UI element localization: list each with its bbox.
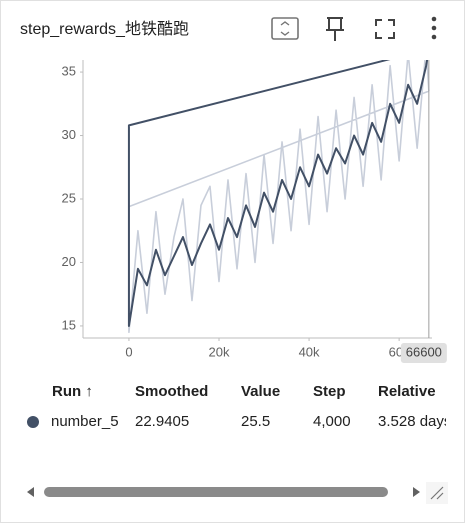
smoothed-cell: 22.9405: [135, 413, 189, 430]
header-smoothed: Smoothed: [135, 383, 208, 400]
header-step: Step: [313, 383, 346, 400]
x-tick-label: 20k: [209, 344, 230, 359]
resize-handle[interactable]: [426, 482, 448, 504]
more-icon[interactable]: [431, 16, 437, 40]
hover-label-box: [400, 343, 447, 363]
y-tick-label: 30: [62, 127, 76, 142]
header-relative: Relative: [378, 383, 436, 400]
smoothed-line: [127, 60, 429, 327]
y-tick-label: 35: [62, 63, 76, 78]
hover-label: 66600: [406, 344, 442, 359]
pin-icon[interactable]: [326, 17, 344, 41]
header-run[interactable]: Run ↑: [52, 383, 93, 400]
data-table: Run ↑ Smoothed Value Step Relative numbe…: [27, 383, 451, 430]
x-tick-label: 40k: [299, 344, 320, 359]
x-tick-label: 0: [125, 344, 132, 359]
y-tick-label: 25: [62, 190, 76, 205]
value-cell: 25.5: [241, 413, 270, 430]
raw-line: [128, 60, 430, 334]
run-name: number_5: [51, 413, 119, 430]
y-tick-label: 15: [62, 317, 76, 332]
scrollbar[interactable]: [27, 487, 420, 497]
fit-icon[interactable]: [271, 17, 299, 40]
header-value: Value: [241, 383, 280, 400]
legend-swatch: [27, 416, 39, 428]
plot-area: [127, 60, 430, 338]
relative-cell: 3.528 days: [378, 413, 451, 430]
y-tick-label: 20: [62, 254, 76, 269]
fullscreen-icon[interactable]: [375, 19, 395, 39]
step-cell: 4,000: [313, 413, 351, 430]
card-title: step_rewards_地铁酷跑: [20, 20, 189, 38]
